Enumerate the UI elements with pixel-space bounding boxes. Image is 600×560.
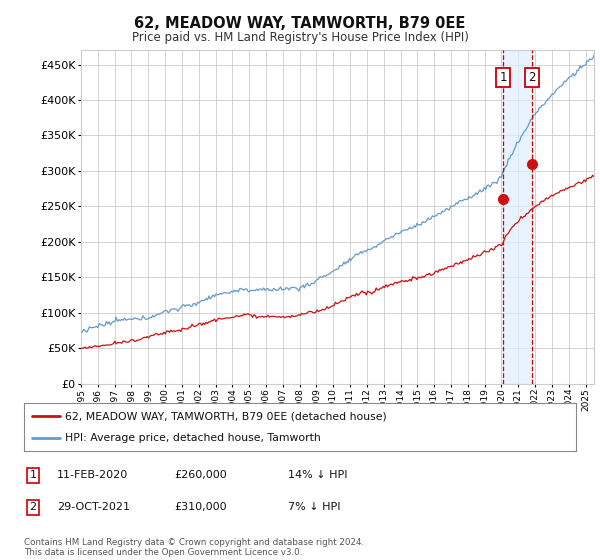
Text: 7% ↓ HPI: 7% ↓ HPI: [288, 502, 341, 512]
Text: 14% ↓ HPI: 14% ↓ HPI: [288, 470, 347, 480]
Text: 11-FEB-2020: 11-FEB-2020: [57, 470, 128, 480]
Text: 1: 1: [499, 71, 507, 84]
Text: 2: 2: [529, 71, 536, 84]
Text: HPI: Average price, detached house, Tamworth: HPI: Average price, detached house, Tamw…: [65, 433, 321, 443]
Text: Contains HM Land Registry data © Crown copyright and database right 2024.
This d: Contains HM Land Registry data © Crown c…: [24, 538, 364, 557]
Text: £260,000: £260,000: [174, 470, 227, 480]
Text: 1: 1: [29, 470, 37, 480]
Text: 29-OCT-2021: 29-OCT-2021: [57, 502, 130, 512]
Text: 62, MEADOW WAY, TAMWORTH, B79 0EE (detached house): 62, MEADOW WAY, TAMWORTH, B79 0EE (detac…: [65, 411, 387, 421]
Text: Price paid vs. HM Land Registry's House Price Index (HPI): Price paid vs. HM Land Registry's House …: [131, 31, 469, 44]
Bar: [503, 50, 532, 384]
Text: 2: 2: [29, 502, 37, 512]
Text: £310,000: £310,000: [174, 502, 227, 512]
Text: 62, MEADOW WAY, TAMWORTH, B79 0EE: 62, MEADOW WAY, TAMWORTH, B79 0EE: [134, 16, 466, 31]
